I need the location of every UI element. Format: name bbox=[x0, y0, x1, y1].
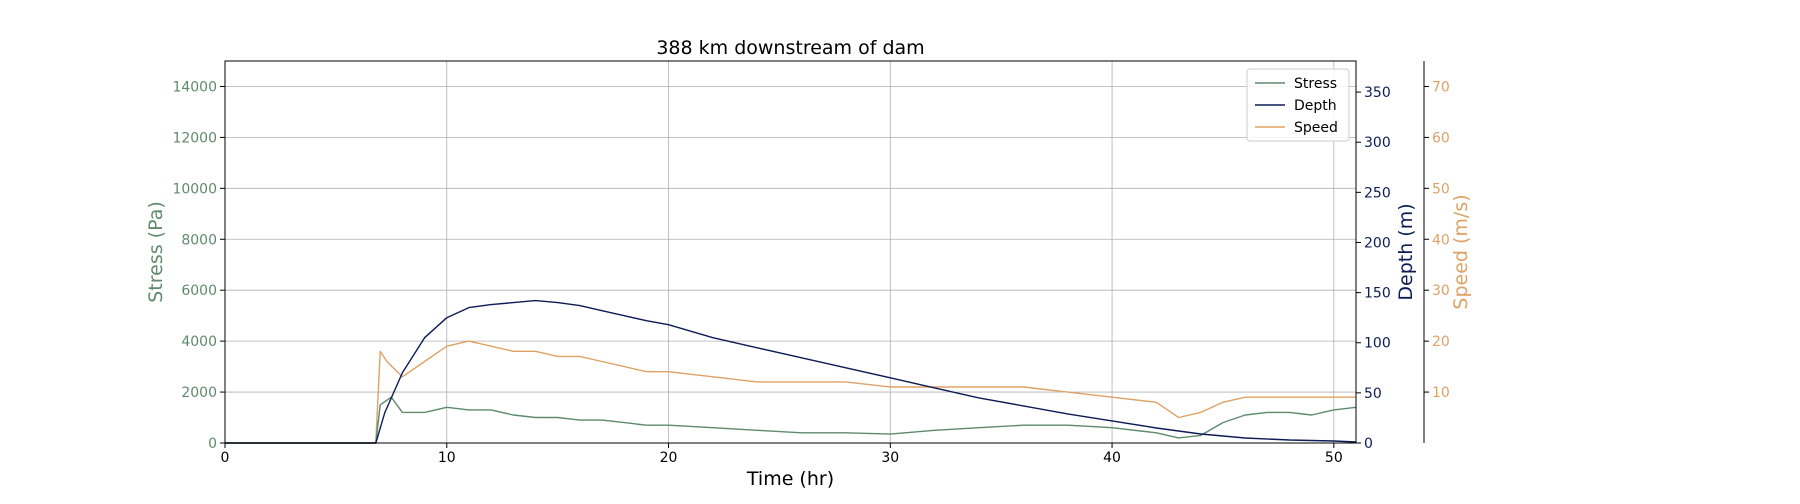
speed-tick-label: 60 bbox=[1432, 130, 1450, 146]
x-tick-label: 50 bbox=[1325, 450, 1343, 466]
stress-tick-label: 4000 bbox=[181, 334, 217, 350]
speed-tick-label: 50 bbox=[1432, 181, 1450, 197]
stress-tick-label: 10000 bbox=[172, 181, 217, 197]
speed-tick-label: 30 bbox=[1432, 283, 1450, 299]
x-tick-label: 0 bbox=[221, 450, 230, 466]
x-tick-label: 10 bbox=[438, 450, 456, 466]
depth-axis-label: Depth (m) bbox=[1395, 203, 1417, 300]
series-line-stress bbox=[225, 396, 1357, 444]
depth-tick-label: 300 bbox=[1364, 135, 1391, 151]
axes: 0 10 20 30 40 5002000400060008000100001200014… bbox=[172, 61, 1450, 466]
depth-tick-label: 0 bbox=[1364, 436, 1373, 452]
stress-axis-label: Stress (Pa) bbox=[145, 201, 167, 303]
series-line-speed bbox=[225, 340, 1356, 444]
stress-tick-label: 6000 bbox=[181, 283, 217, 299]
legend-box bbox=[1246, 68, 1350, 142]
legend: Stress Depth Speed bbox=[1246, 68, 1350, 142]
depth-tick-label: 200 bbox=[1364, 235, 1391, 251]
stress-tick-label: 8000 bbox=[181, 232, 217, 248]
x-tick-label: 40 bbox=[1103, 450, 1121, 466]
legend-label-stress: Stress bbox=[1294, 76, 1337, 92]
depth-tick-label: 150 bbox=[1364, 286, 1391, 302]
legend-label-depth: Depth bbox=[1294, 98, 1337, 114]
legend-label-speed: Speed bbox=[1294, 120, 1338, 136]
depth-tick-label: 100 bbox=[1364, 336, 1391, 352]
speed-tick-label: 20 bbox=[1432, 334, 1450, 350]
series-line-depth bbox=[225, 299, 1357, 444]
depth-tick-label: 350 bbox=[1364, 85, 1391, 101]
grid bbox=[224, 61, 1356, 444]
chart-title: 388 km downstream of dam bbox=[656, 37, 924, 59]
depth-tick-label: 50 bbox=[1364, 386, 1382, 402]
depth-tick-label: 250 bbox=[1364, 185, 1391, 201]
stress-tick-label: 2000 bbox=[181, 385, 217, 401]
speed-axis-label: Speed (m/s) bbox=[1450, 194, 1472, 309]
stress-tick-label: 14000 bbox=[172, 79, 217, 95]
stress-tick-label: 12000 bbox=[172, 130, 217, 146]
x-axis-label: Time (hr) bbox=[746, 468, 834, 490]
plot-frame bbox=[224, 60, 1357, 444]
speed-tick-label: 10 bbox=[1432, 385, 1450, 401]
x-tick-label: 30 bbox=[881, 450, 899, 466]
speed-tick-label: 40 bbox=[1432, 232, 1450, 248]
stress-tick-label: 0 bbox=[208, 436, 217, 452]
speed-tick-label: 70 bbox=[1432, 79, 1450, 95]
x-tick-label: 20 bbox=[660, 450, 678, 466]
plot-series bbox=[225, 299, 1357, 444]
